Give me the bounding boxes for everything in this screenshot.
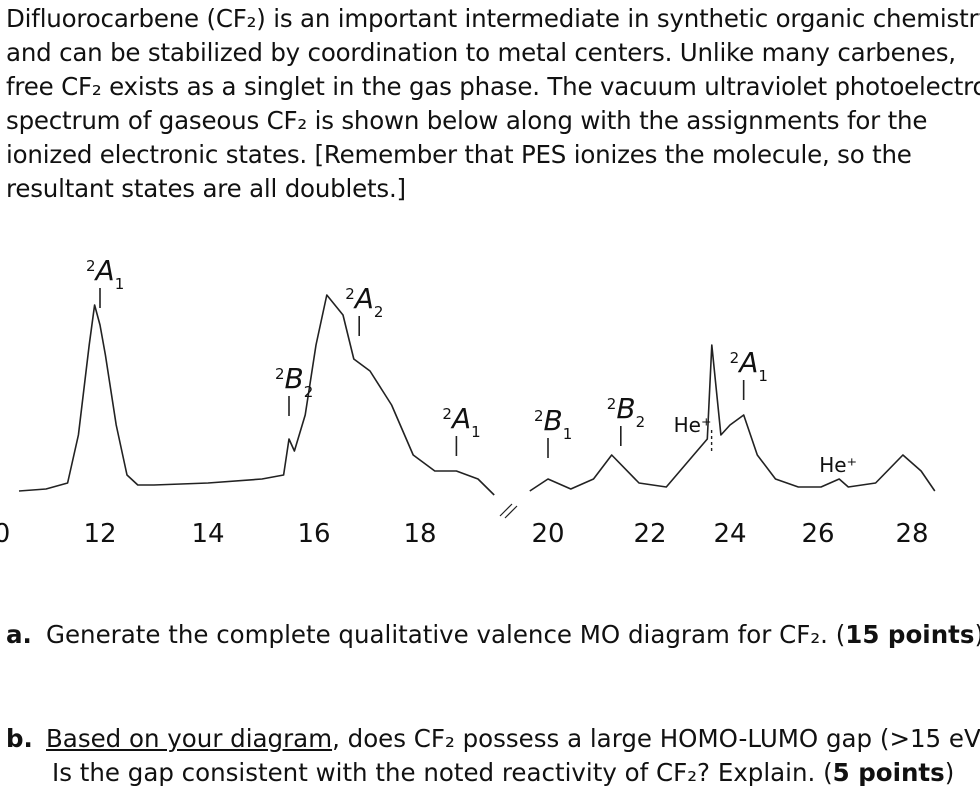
- peak-label-multiplicity: 2: [607, 395, 617, 413]
- x-tick-label: 0: [0, 519, 10, 549]
- peak-label-term: B: [285, 362, 304, 395]
- peak-label-subscript: 1: [563, 425, 573, 443]
- peak-label-term: B: [544, 404, 563, 437]
- pes-spectrum-chart: 0 12 14 16 18 20 22 24 26 282A12B22A22A12B12B22A1…: [0, 254, 936, 549]
- peak-label: 2A1: [86, 254, 124, 293]
- peak-label: 2A1: [730, 346, 768, 385]
- peak-label-term: A: [737, 346, 758, 379]
- x-tick-label: 14: [191, 519, 224, 549]
- question-b-letter: b.: [6, 724, 33, 753]
- question-a-points: 15 points: [845, 620, 975, 649]
- peak-label-term: A: [94, 254, 115, 287]
- intro-line: spectrum of gaseous CF₂ is shown below a…: [6, 106, 928, 135]
- peak-label-multiplicity: 2: [534, 407, 544, 425]
- spectrum-trace: [529, 344, 936, 492]
- axis-break-mark: [504, 505, 518, 519]
- peak-label-multiplicity: 2: [730, 349, 740, 367]
- x-tick-label: 22: [633, 519, 666, 549]
- x-tick-label: 26: [801, 519, 834, 549]
- intro-line: resultant states are all doublets.]: [6, 174, 406, 203]
- peak-label-multiplicity: 2: [442, 405, 452, 423]
- peak-label-multiplicity: 2: [275, 365, 285, 383]
- axis-break-mark: [499, 503, 513, 517]
- peak-label: 2B1: [534, 404, 572, 443]
- intro-paragraph: Difluorocarbene (CF₂) is an important in…: [6, 2, 980, 206]
- peak-label-multiplicity: 2: [345, 285, 355, 303]
- intro-line: free CF₂ exists as a singlet in the gas …: [6, 72, 980, 101]
- question-a-text: Generate the complete qualitative valenc…: [46, 620, 846, 649]
- peak-label-subscript: 1: [471, 423, 481, 441]
- peak-label-multiplicity: 2: [86, 257, 96, 275]
- peak-label: 2A1: [442, 402, 480, 441]
- x-tick-label: 28: [895, 519, 928, 549]
- intro-line: and can be stabilized by coordination to…: [6, 38, 956, 67]
- intro-line: ionized electronic states. [Remember tha…: [6, 140, 912, 169]
- peak-label-term: B: [616, 392, 635, 425]
- question-a-letter: a.: [6, 620, 32, 649]
- spectrum-trace: [18, 294, 495, 496]
- question-b-points: 5 points: [832, 758, 945, 787]
- peak-label: 2A2: [345, 282, 383, 321]
- question-b-line2: Is the gap consistent with the noted rea…: [6, 756, 980, 790]
- peak-label-subscript: 2: [636, 413, 646, 431]
- question-b-close: ): [944, 758, 955, 787]
- he-plus-label: He⁺: [674, 413, 712, 437]
- peak-label-subscript: 1: [758, 367, 768, 385]
- x-tick-label: 18: [403, 519, 436, 549]
- x-tick-label: 16: [297, 519, 330, 549]
- peak-label: 2B2: [275, 362, 313, 401]
- peak-label-subscript: 2: [304, 383, 314, 401]
- question-a: a. Generate the complete qualitative vale…: [6, 618, 980, 652]
- peak-label-term: A: [450, 402, 471, 435]
- question-b-underlined: Based on your diagram: [46, 724, 333, 753]
- question-b-text1: , does CF₂ possess a large HOMO-LUMO gap…: [332, 724, 980, 753]
- he-plus-label: He⁺: [819, 453, 857, 477]
- peak-label-subscript: 1: [115, 275, 125, 293]
- peak-label-subscript: 2: [374, 303, 384, 321]
- question-a-close: ): [974, 620, 980, 649]
- x-tick-label: 12: [83, 519, 116, 549]
- intro-line: Difluorocarbene (CF₂) is an important in…: [6, 4, 980, 33]
- peak-label: 2B2: [607, 392, 645, 431]
- peak-label-term: A: [353, 282, 374, 315]
- x-tick-label: 20: [531, 519, 564, 549]
- x-tick-label: 24: [713, 519, 746, 549]
- question-b: b. Based on your diagram, does CF₂ posses…: [6, 722, 980, 790]
- question-b-text2: Is the gap consistent with the noted rea…: [52, 758, 833, 787]
